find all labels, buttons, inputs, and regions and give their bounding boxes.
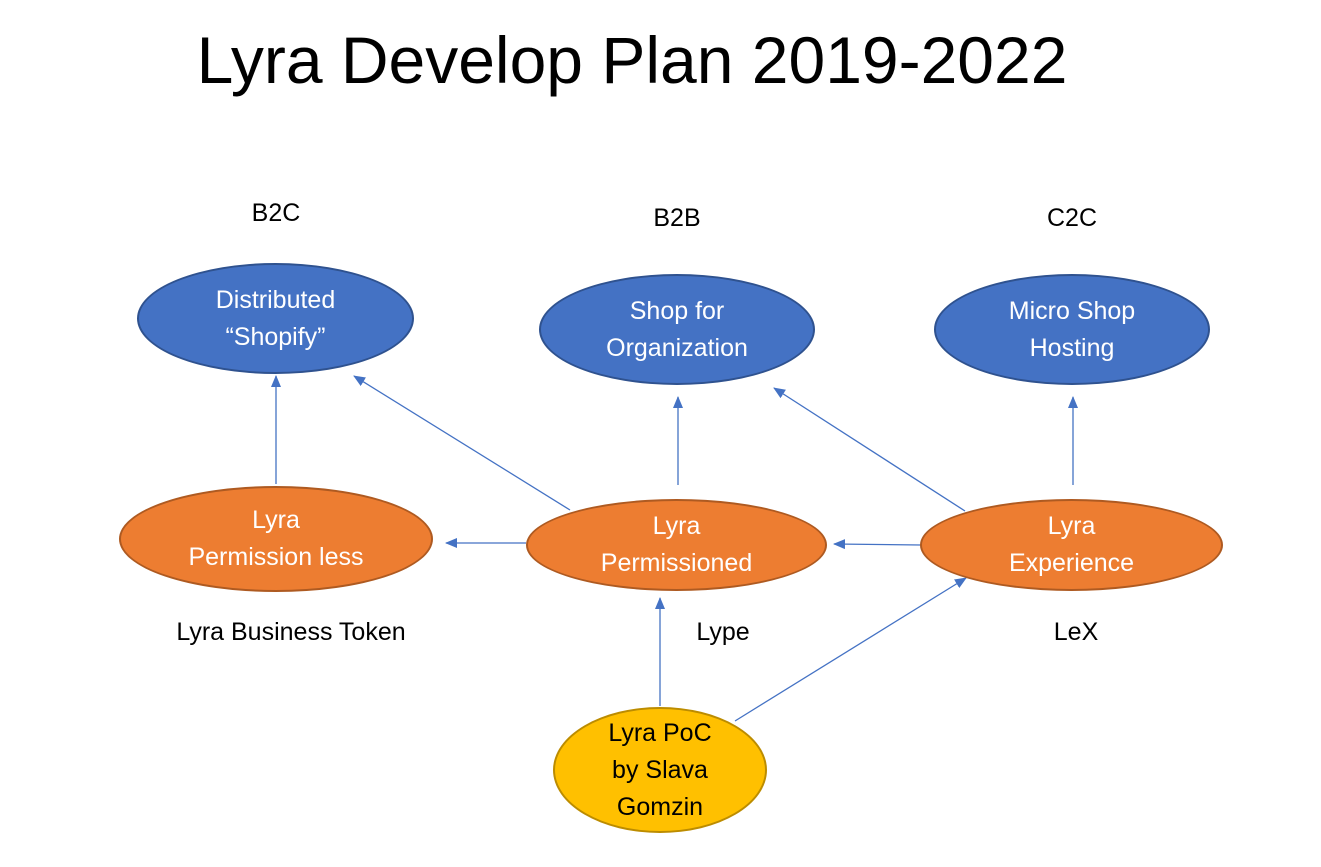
goal-node-shopify-line1: Distributed [215, 285, 336, 314]
goal-node-shopify: Distributed “Shopify” [137, 263, 414, 374]
goal-node-organization-line2: Organization [606, 333, 748, 362]
platform-node-experience: Lyra Experience [920, 499, 1223, 591]
goal-node-organization-line1: Shop for [629, 296, 725, 325]
platform-node-permissionless-line2: Permission less [188, 543, 364, 571]
arrow-permissioned-to-shopify [353, 375, 571, 511]
goal-node-shopify-line2: “Shopify” [225, 322, 326, 351]
poc-node-line3: Gomzin [616, 792, 704, 821]
arrow-experience-to-organization [773, 387, 966, 512]
goal-node-micro-shop: Micro Shop Hosting [934, 274, 1210, 385]
platform-node-experience-line1: Lyra [1047, 512, 1096, 540]
platform-node-permissioned: Lyra Permissioned [526, 499, 827, 591]
token-label-lex: LeX [1053, 618, 1099, 646]
goal-node-micro-shop-line1: Micro Shop [1008, 296, 1136, 325]
token-label-business: Lyra Business Token [176, 618, 406, 646]
platform-node-experience-line2: Experience [1008, 549, 1135, 577]
token-label-lype: Lype [696, 618, 750, 646]
platform-node-permissionless-line1: Lyra [252, 506, 300, 534]
goal-node-organization: Shop for Organization [539, 274, 815, 385]
platform-node-permissioned-line1: Lyra [652, 512, 701, 540]
goal-node-micro-shop-line2: Hosting [1029, 333, 1115, 362]
arrow-experience-to-permissioned [833, 539, 922, 550]
platform-node-permissioned-line2: Permissioned [600, 549, 753, 577]
diagram-title: Lyra Develop Plan 2019-2022 [196, 23, 1068, 97]
arrow-poc-to-experience [734, 577, 967, 722]
category-label-b2c: B2C [251, 199, 301, 227]
category-label-c2c: C2C [1046, 204, 1098, 232]
poc-node: Lyra PoC by Slava Gomzin [553, 707, 767, 833]
platform-node-permissionless: Lyra Permission less [119, 486, 433, 592]
category-label-b2b: B2B [653, 204, 701, 232]
poc-node-line1: Lyra PoC [608, 718, 712, 747]
poc-node-line2: by Slava [612, 755, 708, 784]
